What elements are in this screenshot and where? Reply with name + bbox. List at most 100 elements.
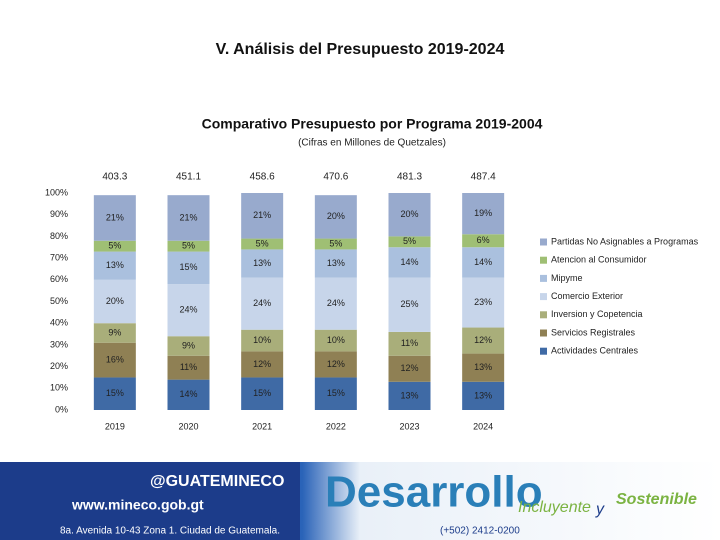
y-tick-label: 20%	[50, 361, 68, 371]
value-label: 9%	[108, 327, 121, 337]
bar-segment	[314, 249, 357, 278]
bar-segment	[462, 247, 505, 278]
bar-segment	[241, 329, 284, 352]
x-tick-label: 2019	[105, 421, 125, 431]
value-label: 16%	[106, 354, 124, 364]
bar-segment	[462, 381, 505, 410]
value-label: 15%	[179, 262, 197, 272]
bar-segment	[314, 329, 357, 352]
value-label: 20%	[327, 211, 345, 221]
x-tick-label: 2020	[178, 421, 198, 431]
value-label: 11%	[180, 362, 197, 372]
footer-phone: (+502) 2412-0200	[440, 526, 520, 537]
value-label: 5%	[403, 236, 416, 246]
footer-address: 8a. Avenida 10-43 Zona 1. Ciudad de Guat…	[60, 526, 280, 537]
value-label: 15%	[327, 388, 345, 398]
y-tick-label: 50%	[50, 296, 68, 306]
bar-segment	[241, 193, 284, 239]
bar-segment	[241, 277, 284, 330]
x-tick-label: 2024	[473, 421, 493, 431]
legend-swatch	[540, 274, 547, 282]
y-tick-label: 40%	[50, 318, 68, 328]
bar-segment	[93, 240, 136, 252]
value-label: 6%	[477, 235, 490, 245]
value-label: 5%	[329, 238, 342, 248]
legend-swatch	[540, 238, 547, 246]
bar-segment	[241, 351, 284, 378]
legend-label: Atencion al Consumidor	[551, 255, 647, 265]
value-label: 5%	[256, 238, 269, 248]
bar-segment	[388, 193, 431, 237]
total-label: 470.6	[323, 172, 348, 183]
value-label: 13%	[474, 390, 492, 400]
legend-label: Inversion y Copetencia	[551, 309, 643, 319]
bar-segment	[167, 355, 210, 380]
value-label: 12%	[327, 359, 345, 369]
value-label: 14%	[474, 257, 492, 267]
legend-label: Actividades Centrales	[551, 346, 639, 356]
total-label: 458.6	[250, 172, 275, 183]
total-label: 403.3	[102, 172, 127, 183]
value-label: 14%	[400, 257, 418, 267]
y-tick-label: 0%	[55, 404, 68, 414]
bar-segment	[241, 249, 284, 278]
value-label: 25%	[400, 299, 418, 309]
value-label: 21%	[253, 210, 271, 220]
bar-segment	[93, 377, 136, 410]
value-label: 5%	[182, 241, 195, 251]
slide-title: V. Análisis del Presupuesto 2019-2024	[216, 41, 505, 58]
footer-tag: y	[595, 501, 605, 518]
bar-segment	[314, 238, 357, 250]
legend-swatch	[540, 293, 547, 301]
bar-segment	[462, 234, 505, 248]
bar-segment	[388, 381, 431, 410]
value-label: 13%	[106, 260, 124, 270]
footer-brand: Desarrollo	[325, 468, 543, 517]
footer-panel	[0, 462, 300, 540]
bar-segment	[93, 279, 136, 324]
value-label: 12%	[400, 363, 418, 373]
value-label: 13%	[474, 362, 492, 372]
bar-segment	[241, 377, 284, 410]
legend-label: Servicios Registrales	[551, 327, 636, 337]
value-label: 10%	[327, 335, 345, 345]
bar-segment	[167, 284, 210, 337]
value-label: 9%	[182, 340, 195, 350]
value-label: 21%	[106, 212, 124, 222]
value-label: 24%	[179, 305, 197, 315]
bar-segment	[314, 377, 357, 410]
footer-tag: Incluyente	[518, 499, 591, 516]
value-label: 11%	[401, 338, 418, 348]
legend-label: Mipyme	[551, 273, 583, 283]
bar-segment	[462, 193, 505, 235]
y-tick-label: 70%	[50, 252, 68, 262]
value-label: 20%	[106, 296, 124, 306]
bar-segment	[462, 327, 505, 354]
value-label: 12%	[474, 335, 492, 345]
legend-label: Comercio Exterior	[551, 291, 623, 301]
bar-segment	[388, 355, 431, 382]
legend-swatch	[540, 311, 547, 319]
value-label: 23%	[474, 297, 492, 307]
footer-tag: Sostenible	[616, 491, 697, 508]
chart-title: Comparativo Presupuesto por Programa 201…	[202, 116, 543, 132]
y-tick-label: 100%	[45, 187, 68, 197]
bar-segment	[167, 240, 210, 252]
y-tick-label: 60%	[50, 274, 68, 284]
x-tick-label: 2023	[399, 421, 419, 431]
value-label: 15%	[106, 388, 124, 398]
value-label: 14%	[179, 389, 197, 399]
y-tick-label: 90%	[50, 209, 68, 219]
bar-segment	[388, 247, 431, 278]
chart-subtitle: (Cifras en Millones de Quetzales)	[298, 138, 446, 149]
bar-segment	[167, 195, 210, 241]
bar-segment	[462, 353, 505, 382]
y-tick-label: 30%	[50, 339, 68, 349]
x-tick-label: 2021	[252, 421, 272, 431]
value-label: 15%	[253, 388, 271, 398]
footer-social: @GUATEMINECO	[150, 473, 284, 490]
legend-swatch	[540, 329, 547, 337]
legend-swatch	[540, 256, 547, 264]
bar-segment	[388, 277, 431, 332]
